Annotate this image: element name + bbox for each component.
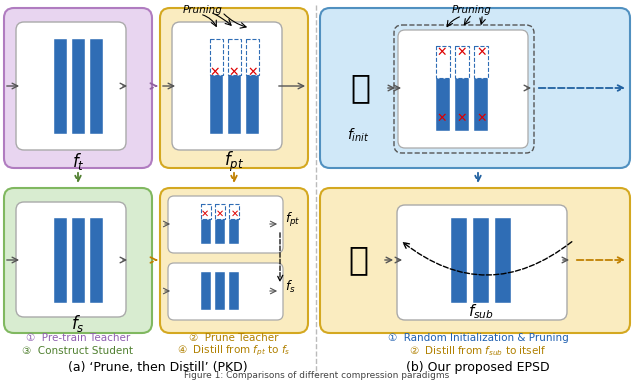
Bar xyxy=(201,204,211,219)
Text: ✕: ✕ xyxy=(216,209,224,219)
Text: ✕: ✕ xyxy=(201,209,209,219)
Bar xyxy=(245,39,259,74)
Bar xyxy=(53,39,67,133)
Text: ✕: ✕ xyxy=(477,112,488,125)
FancyBboxPatch shape xyxy=(160,8,308,168)
Text: $f_{init}$: $f_{init}$ xyxy=(347,126,369,144)
Text: ①  Random Initialization & Pruning: ① Random Initialization & Pruning xyxy=(387,333,568,343)
FancyBboxPatch shape xyxy=(172,22,282,150)
Bar xyxy=(72,39,84,133)
Bar xyxy=(436,45,450,78)
FancyBboxPatch shape xyxy=(4,8,152,168)
Text: Pruning: Pruning xyxy=(452,5,492,15)
Text: ✕: ✕ xyxy=(231,209,239,219)
FancyBboxPatch shape xyxy=(168,196,283,253)
Bar xyxy=(455,78,469,131)
Text: ①  Pre-train Teacher: ① Pre-train Teacher xyxy=(26,333,130,343)
Text: ✕: ✕ xyxy=(437,112,447,125)
FancyBboxPatch shape xyxy=(320,188,630,333)
Text: (b) Our proposed EPSD: (b) Our proposed EPSD xyxy=(406,361,550,374)
Bar xyxy=(201,272,211,310)
Bar xyxy=(436,78,450,131)
Bar xyxy=(209,74,223,133)
Bar xyxy=(228,74,240,133)
Bar xyxy=(209,39,223,74)
Bar xyxy=(474,45,488,78)
Text: ④  Distill from $f_{pt}$ to $f_s$: ④ Distill from $f_{pt}$ to $f_s$ xyxy=(178,344,291,358)
Text: ✕: ✕ xyxy=(477,45,488,58)
Bar xyxy=(229,219,239,244)
Bar xyxy=(215,219,225,244)
Text: Pruning: Pruning xyxy=(183,5,223,15)
Bar xyxy=(215,272,225,310)
Bar xyxy=(474,78,488,131)
FancyBboxPatch shape xyxy=(398,30,528,148)
Text: (a) ‘Prune, then Distill’ (PKD): (a) ‘Prune, then Distill’ (PKD) xyxy=(68,361,248,374)
Bar xyxy=(245,74,259,133)
Text: ③  Construct Student: ③ Construct Student xyxy=(22,346,134,356)
Bar xyxy=(228,39,240,74)
Bar xyxy=(201,219,211,244)
Text: $f_{sub}$: $f_{sub}$ xyxy=(468,303,494,321)
Bar xyxy=(53,217,67,303)
Bar xyxy=(455,45,469,78)
Text: $f_{pt}$: $f_{pt}$ xyxy=(285,211,301,229)
Text: ✕: ✕ xyxy=(210,65,220,78)
FancyBboxPatch shape xyxy=(397,205,567,320)
Text: Figure 1: Comparisons of different compression paradigms: Figure 1: Comparisons of different compr… xyxy=(184,371,450,380)
Text: ✕: ✕ xyxy=(437,45,447,58)
Bar xyxy=(495,217,511,303)
FancyBboxPatch shape xyxy=(16,202,126,317)
Text: $f_s$: $f_s$ xyxy=(285,279,296,295)
Text: ✕: ✕ xyxy=(456,45,467,58)
Text: ②  Distill from $f_{sub}$ to itself: ② Distill from $f_{sub}$ to itself xyxy=(410,344,547,358)
Bar xyxy=(72,217,84,303)
Text: $f_{pt}$: $f_{pt}$ xyxy=(224,150,244,174)
Bar xyxy=(229,272,239,310)
Text: $f_s$: $f_s$ xyxy=(71,312,85,333)
Text: 🐘: 🐘 xyxy=(348,243,368,277)
FancyBboxPatch shape xyxy=(168,263,283,320)
Text: ✕: ✕ xyxy=(229,65,239,78)
Bar xyxy=(89,217,103,303)
Bar xyxy=(451,217,467,303)
Bar xyxy=(89,39,103,133)
FancyBboxPatch shape xyxy=(16,22,126,150)
FancyBboxPatch shape xyxy=(320,8,630,168)
Text: ✕: ✕ xyxy=(248,65,258,78)
Text: $f_t$: $f_t$ xyxy=(72,152,84,173)
FancyBboxPatch shape xyxy=(160,188,308,333)
Bar xyxy=(229,204,239,219)
Bar xyxy=(215,204,225,219)
Text: 🐘: 🐘 xyxy=(350,71,370,105)
Text: ✕: ✕ xyxy=(456,112,467,125)
Bar xyxy=(473,217,489,303)
FancyBboxPatch shape xyxy=(4,188,152,333)
Text: ②  Prune Teacher: ② Prune Teacher xyxy=(190,333,279,343)
